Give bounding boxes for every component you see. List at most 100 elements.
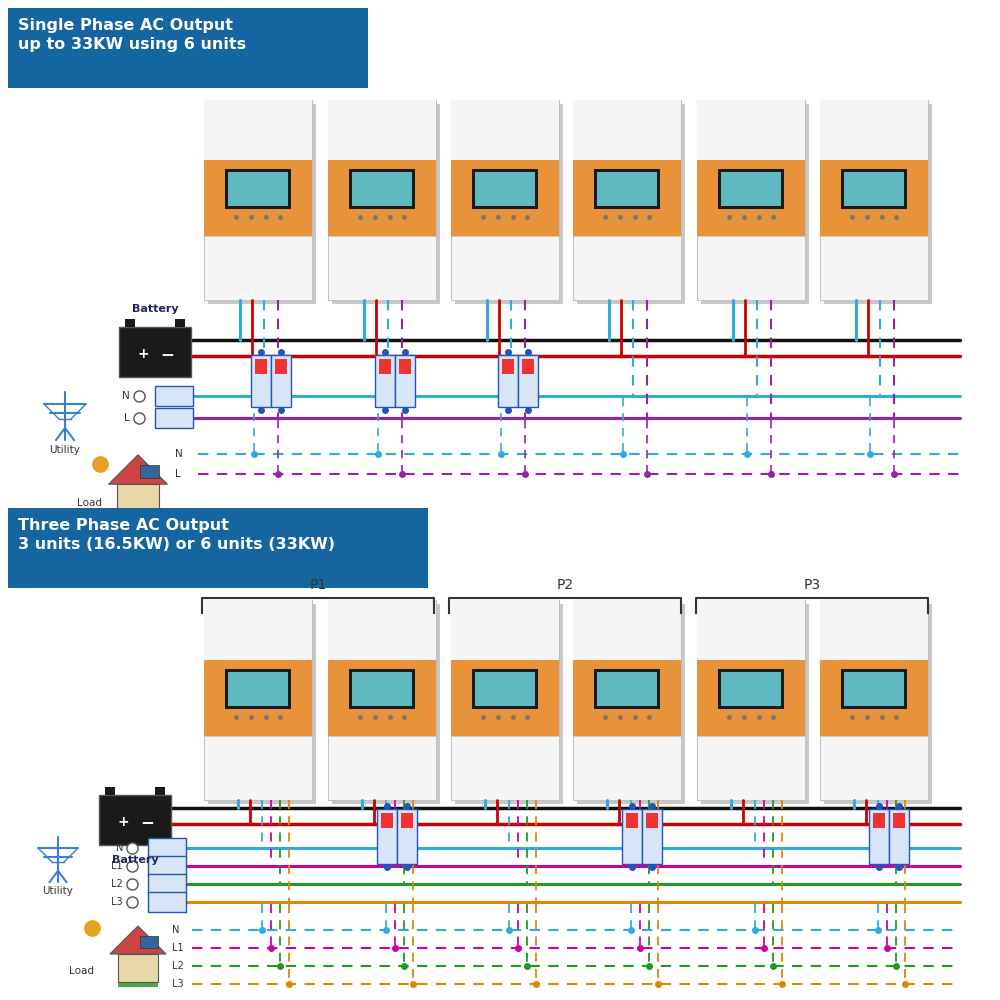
Bar [117,484,159,514]
Bar [844,172,904,206]
Bar [148,892,186,912]
Bar [697,160,805,236]
Bar [208,604,316,804]
Bar [475,172,535,206]
Bar [328,660,436,736]
Text: P3: P3 [803,578,821,592]
Bar [125,319,135,327]
Bar [255,359,267,374]
Bar [352,172,412,206]
Bar [841,669,907,709]
Bar [148,838,186,858]
Text: Load: Load [70,966,94,976]
Bar [118,954,158,982]
Bar [721,672,781,706]
Text: Utility: Utility [43,886,73,896]
Polygon shape [110,926,166,954]
Bar [573,100,681,160]
Text: Three Phase AC Output
3 units (16.5KW) or 6 units (33KW): Three Phase AC Output 3 units (16.5KW) o… [18,518,335,552]
Bar [573,600,681,660]
Bar [451,600,559,660]
Bar [721,172,781,206]
Bar [820,600,928,660]
Text: P2: P2 [556,578,574,592]
Bar [204,600,312,660]
Bar [573,660,681,736]
Text: +: + [117,815,129,829]
Bar [820,100,928,160]
Text: L1: L1 [172,943,184,953]
Bar [498,355,518,407]
Bar [820,236,928,300]
Bar [119,327,191,377]
Bar [820,660,928,736]
Bar [175,319,185,327]
Bar [395,355,415,407]
Text: L3: L3 [111,897,123,907]
Bar [225,669,291,709]
Bar [697,600,805,660]
Bar [893,812,905,828]
Bar [824,604,932,804]
Bar [349,669,415,709]
Bar [328,100,436,300]
Bar [148,856,186,876]
Bar [597,172,657,206]
Bar [397,808,417,863]
Bar [844,672,904,706]
Bar [451,100,559,160]
Text: Single Phase AC Output
up to 33KW using 6 units: Single Phase AC Output up to 33KW using … [18,18,246,52]
Bar [204,100,312,160]
Bar [228,172,288,206]
Bar [522,359,534,374]
Text: Load: Load [78,498,103,508]
Bar [204,600,312,800]
Bar [228,672,288,706]
Bar [204,736,312,800]
Bar [455,104,563,304]
Text: L3: L3 [172,979,184,989]
Text: L2: L2 [172,961,184,971]
Bar [375,355,395,407]
Bar [594,669,660,709]
Bar [824,104,932,304]
Bar [204,160,312,236]
Bar [701,604,809,804]
Bar [472,169,538,209]
Bar [451,736,559,800]
Bar [626,812,638,828]
Text: L: L [124,413,130,423]
Bar [455,604,563,804]
Bar [573,236,681,300]
Text: −: − [140,813,154,831]
Bar [697,600,805,800]
Bar [451,236,559,300]
Bar [140,936,158,948]
Text: N: N [175,449,183,459]
Bar [697,100,805,160]
Polygon shape [109,455,167,484]
Bar [573,100,681,300]
Bar [328,736,436,800]
Bar [204,660,312,736]
Bar [251,355,271,407]
Bar [208,104,316,304]
Bar [275,359,287,374]
Bar [646,812,658,828]
Bar [451,160,559,236]
Bar [573,160,681,236]
Text: L: L [175,469,181,479]
Bar [328,100,436,160]
Bar [328,600,436,800]
Bar [472,669,538,709]
Text: +: + [137,347,149,361]
Bar [820,736,928,800]
Bar [577,604,685,804]
Bar [475,672,535,706]
Bar [697,100,805,300]
Bar [377,808,397,863]
Bar [349,169,415,209]
Bar [597,672,657,706]
Bar [204,100,312,300]
Bar [577,104,685,304]
